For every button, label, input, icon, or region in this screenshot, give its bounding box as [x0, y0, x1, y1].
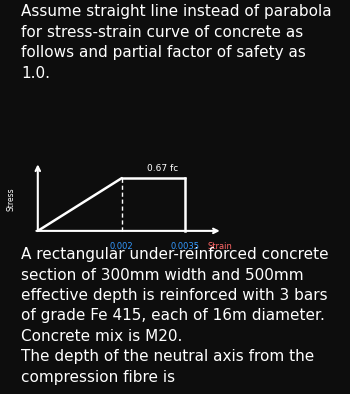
Text: Strain: Strain — [208, 242, 233, 251]
Text: A rectangular under-reinforced concrete
section of 300mm width and 500mm
effecti: A rectangular under-reinforced concrete … — [21, 247, 329, 385]
Text: Stress: Stress — [6, 188, 15, 211]
Text: 0.002: 0.002 — [110, 242, 134, 251]
Text: Assume straight line instead of parabola
for stress-strain curve of concrete as
: Assume straight line instead of parabola… — [21, 4, 332, 81]
Text: 0.0035: 0.0035 — [170, 242, 199, 251]
Text: 0.67 fᴄ: 0.67 fᴄ — [147, 164, 178, 173]
